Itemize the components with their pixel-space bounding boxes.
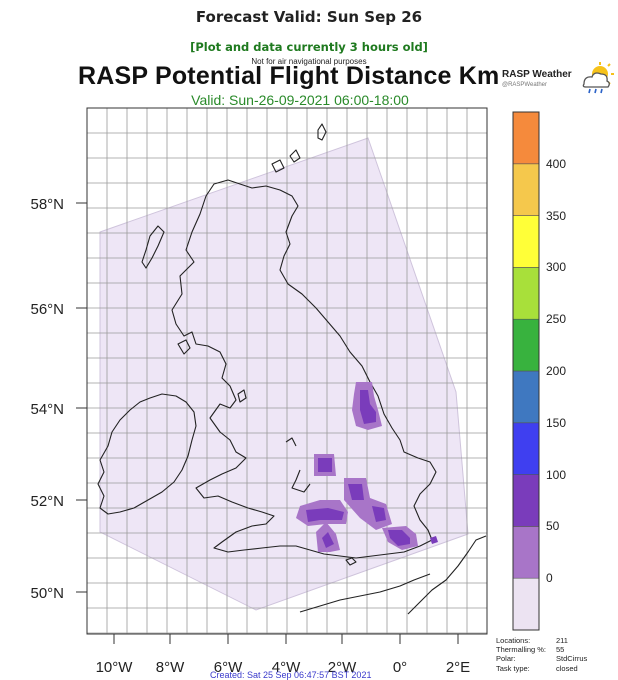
valid-period: Valid: Sun-26-09-2021 06:00-18:00	[191, 92, 409, 108]
lat-lon-grid	[86, 107, 488, 635]
legend-border	[512, 111, 540, 631]
lon-label: 0°	[393, 659, 407, 676]
field-midlands-east-100	[348, 484, 364, 500]
legend-label: 400	[546, 156, 567, 171]
great-britain-coast	[171, 179, 437, 559]
legend-swatch	[512, 422, 540, 475]
field-midlands-north-100	[318, 458, 332, 472]
legend-swatch	[512, 474, 540, 527]
brand-handle: @RASPWeather	[502, 82, 547, 88]
lon-label: 4°W	[272, 659, 301, 676]
forecast-valid-heading: Forecast Valid: Sun Sep 26	[195, 8, 423, 26]
legend-label: 250	[546, 312, 567, 327]
legend-swatch	[512, 163, 540, 216]
brand-name: RASP Weather	[502, 69, 572, 80]
field-midlands-east-100b	[372, 506, 386, 522]
legend-colorbar	[512, 111, 540, 631]
created-timestamp: Created: Sat 25 Sep 06:47:57 BST 2021	[210, 670, 372, 680]
legend-swatch	[512, 370, 540, 424]
lat-label: 58°N	[30, 196, 64, 213]
legend-swatch	[512, 267, 540, 320]
polar-value: StdCirrus	[556, 654, 588, 664]
france-coast	[299, 573, 431, 613]
isle-of-man-coast	[237, 389, 247, 403]
field-london-100	[388, 530, 410, 546]
lon-label: 8°W	[156, 659, 185, 676]
task-type-label: Task type:	[496, 663, 530, 673]
lon-label: 10°W	[96, 659, 134, 676]
navigation-disclaimer: Not for air navigational purposes	[251, 57, 367, 66]
legend-label: 100	[546, 467, 567, 482]
polar-label: Polar:	[496, 654, 516, 664]
rasp-weather-logo: RASP Weather @RASPWeather	[502, 60, 614, 96]
legend-label: 150	[546, 415, 567, 430]
field-thames-estuary	[430, 536, 438, 544]
lat-label: 52°N	[30, 493, 64, 510]
forecast-domain	[99, 137, 469, 611]
field-south-spur-100	[322, 532, 334, 548]
legend-label: 200	[546, 364, 567, 378]
legend-label: 50	[546, 519, 560, 534]
legend-label: 350	[546, 208, 567, 223]
field-south-west-100	[306, 508, 344, 522]
orkney-coast	[271, 149, 301, 173]
task-type-value: closed	[556, 663, 578, 673]
sun-cloud-rain-icon	[582, 62, 614, 94]
run-stats: Locations: 211 Thermalling %: 55 Polar: Std…	[496, 636, 587, 673]
islay-coast	[177, 339, 191, 355]
ireland-coast	[97, 393, 197, 515]
field-yorkshire-100	[360, 390, 376, 424]
locations-value: 211	[556, 636, 568, 645]
thermalling-label: Thermalling %:	[496, 645, 547, 655]
legend-label: 300	[546, 260, 567, 275]
flight-distance-field	[296, 382, 438, 552]
axis-labels: 58°N 56°N 54°N 52°N 50°N 10°W 8°W 6°W 4°W 2°W 0° 2°…	[30, 196, 470, 676]
legend-swatch	[512, 526, 540, 579]
plot-title: RASP Potential Flight Distance Km	[78, 62, 500, 90]
legend-swatch	[512, 111, 540, 165]
map-border	[86, 107, 488, 635]
lat-label: 54°N	[30, 401, 64, 418]
lat-label: 50°N	[30, 585, 64, 602]
isle-of-wight-coast	[345, 557, 357, 566]
lon-label: 2°W	[328, 659, 357, 676]
data-age-notice: [Plot and data currently 3 hours old]	[190, 40, 428, 54]
legend-swatch	[512, 577, 540, 631]
coastline	[97, 123, 487, 615]
legend-label: 0	[546, 571, 553, 586]
continent-coast	[407, 535, 487, 615]
locations-label: Locations:	[496, 636, 531, 645]
north-wales-islands	[285, 437, 297, 447]
wales-detail	[291, 469, 311, 493]
hebrides-coast	[141, 225, 165, 269]
lat-label: 56°N	[30, 301, 64, 318]
legend-swatch	[512, 215, 540, 268]
shetland-coast	[317, 123, 327, 141]
lon-label: 2°E	[446, 659, 470, 676]
thermalling-value: 55	[556, 645, 565, 655]
lon-label: 6°W	[214, 659, 243, 676]
legend-swatch	[512, 318, 540, 372]
